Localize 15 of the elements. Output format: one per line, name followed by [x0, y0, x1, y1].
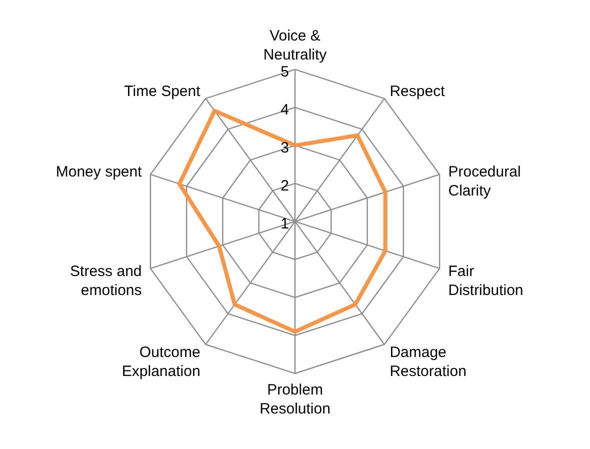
spoke-label: Outcome Explanation — [122, 344, 200, 380]
y-tick-label: 3 — [280, 139, 289, 156]
spoke-label: Respect — [390, 83, 446, 100]
spoke-label: Problem Resolution — [260, 382, 330, 418]
y-tick-label: 1 — [280, 215, 289, 232]
spoke-label: Time Spent — [124, 83, 202, 100]
spoke-label: Stress and emotions — [70, 263, 142, 300]
y-tick-label: 5 — [280, 63, 289, 80]
y-tick-label: 4 — [280, 101, 289, 118]
spoke-label: Damage Restoration — [390, 344, 466, 380]
spoke-label: Procedural Clarity — [448, 164, 521, 200]
spoke-label: Money spent — [56, 164, 143, 181]
y-tick-label: 2 — [280, 177, 289, 194]
spoke-label: Fair Distribution — [448, 263, 524, 300]
spoke-label: Voice & Neutrality — [263, 28, 328, 64]
